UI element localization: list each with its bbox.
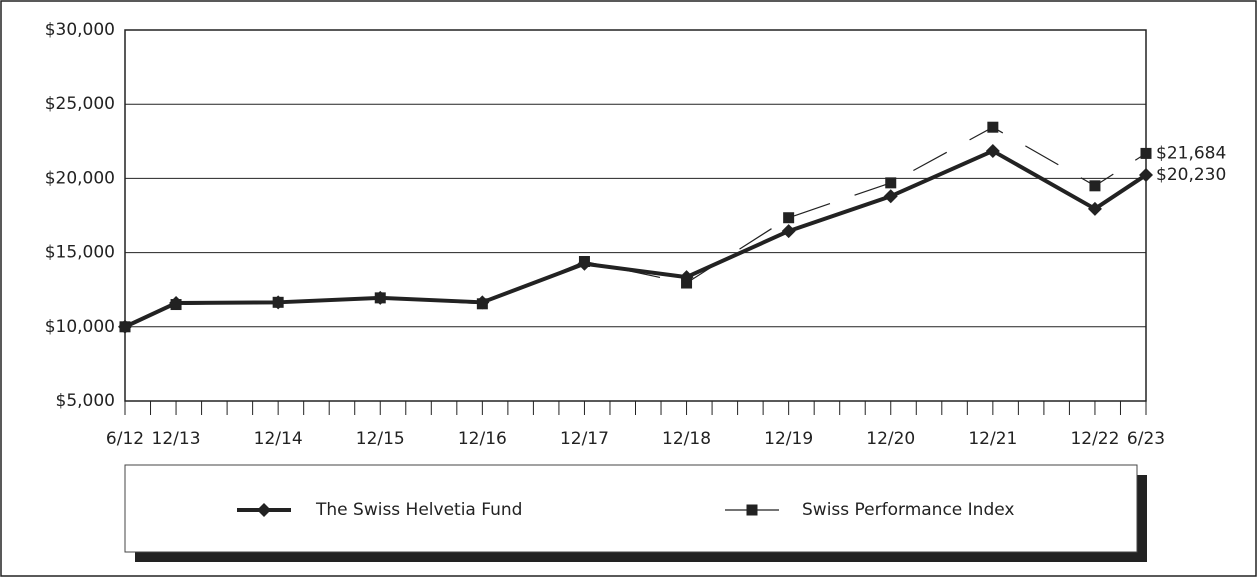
marker (271, 295, 286, 310)
y-tick-label: $15,000 (45, 243, 115, 263)
marker (781, 224, 796, 239)
x-tick-label: 12/15 (356, 429, 405, 449)
plot-area (124, 29, 1147, 402)
value-label: $20,230 (1156, 165, 1226, 185)
marker (883, 189, 898, 204)
x-tick-label: 6/12 (106, 429, 144, 449)
marker (885, 177, 897, 189)
marker (987, 121, 999, 133)
x-tick-label: 12/20 (866, 429, 915, 449)
marker (373, 290, 388, 305)
x-tick-label: 12/21 (968, 429, 1017, 449)
marker (1139, 167, 1153, 182)
marker (679, 270, 694, 285)
x-tick-label: 12/18 (662, 429, 711, 449)
marker (1089, 180, 1101, 192)
y-tick-label: $5,000 (56, 391, 115, 411)
marker (475, 295, 490, 310)
x-tick-label: 12/22 (1070, 429, 1119, 449)
value-label: $21,684 (1156, 143, 1226, 163)
x-tick-label: 6/23 (1127, 429, 1165, 449)
marker (1087, 201, 1102, 216)
marker (985, 143, 1000, 158)
series-line (124, 148, 1148, 329)
x-tick-label: 12/14 (254, 429, 303, 449)
x-tick-label: 12/13 (152, 429, 201, 449)
y-tick-label: $30,000 (45, 20, 115, 40)
y-tick-label: $25,000 (45, 94, 115, 114)
x-tick-label: 12/16 (458, 429, 507, 449)
legend-label: Swiss Performance Index (802, 500, 1014, 520)
x-tick-label: 12/17 (560, 429, 609, 449)
y-tick-label: $10,000 (45, 317, 115, 337)
legend-label: The Swiss Helvetia Fund (315, 500, 522, 520)
marker (118, 319, 132, 334)
y-tick-label: $20,000 (45, 168, 115, 188)
marker (257, 503, 271, 517)
marker (577, 256, 592, 271)
legend-box (124, 464, 1138, 553)
marker (1140, 147, 1152, 159)
marker (783, 212, 795, 224)
marker (169, 296, 184, 311)
x-tick-label: 12/19 (764, 429, 813, 449)
marker (746, 504, 758, 516)
